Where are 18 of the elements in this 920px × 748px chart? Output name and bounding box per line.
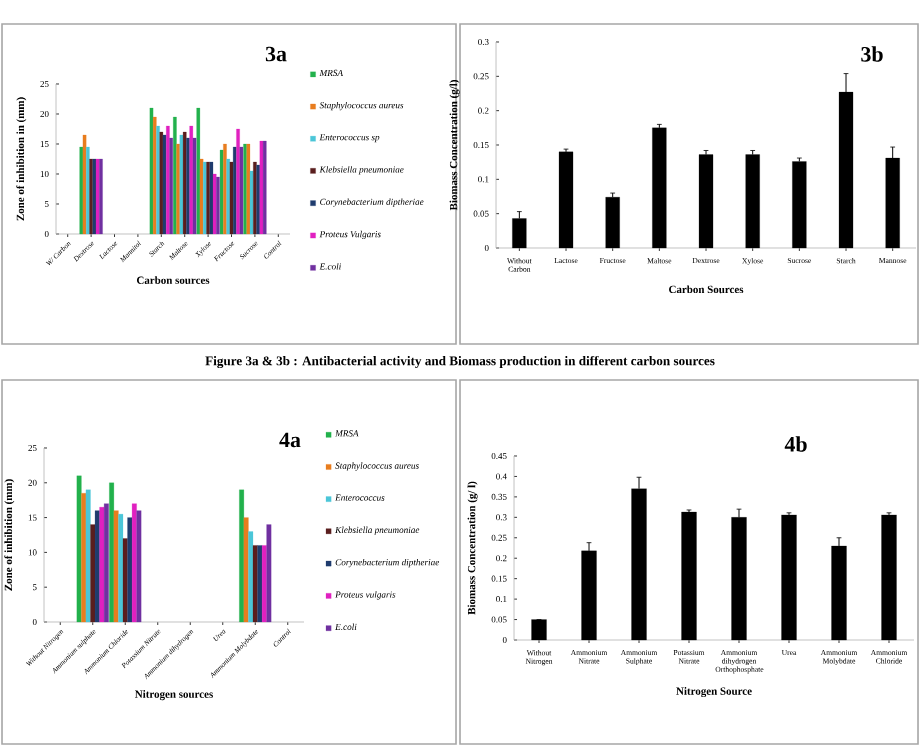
bar [136, 510, 142, 623]
chart-title: 4b [784, 436, 807, 452]
bar [118, 514, 124, 623]
bar [131, 503, 137, 623]
bar [94, 510, 100, 623]
bar [248, 531, 254, 623]
bar [122, 538, 128, 623]
chart-title: 3b [861, 46, 883, 62]
bar [104, 503, 109, 623]
bar [76, 475, 82, 623]
bar [252, 545, 258, 623]
bar [113, 510, 119, 623]
chart-title: 3a [265, 46, 287, 62]
bar [243, 517, 249, 623]
bar [239, 489, 244, 623]
chart-title: 4a [279, 432, 301, 448]
bar [109, 482, 115, 623]
bar [266, 524, 272, 623]
